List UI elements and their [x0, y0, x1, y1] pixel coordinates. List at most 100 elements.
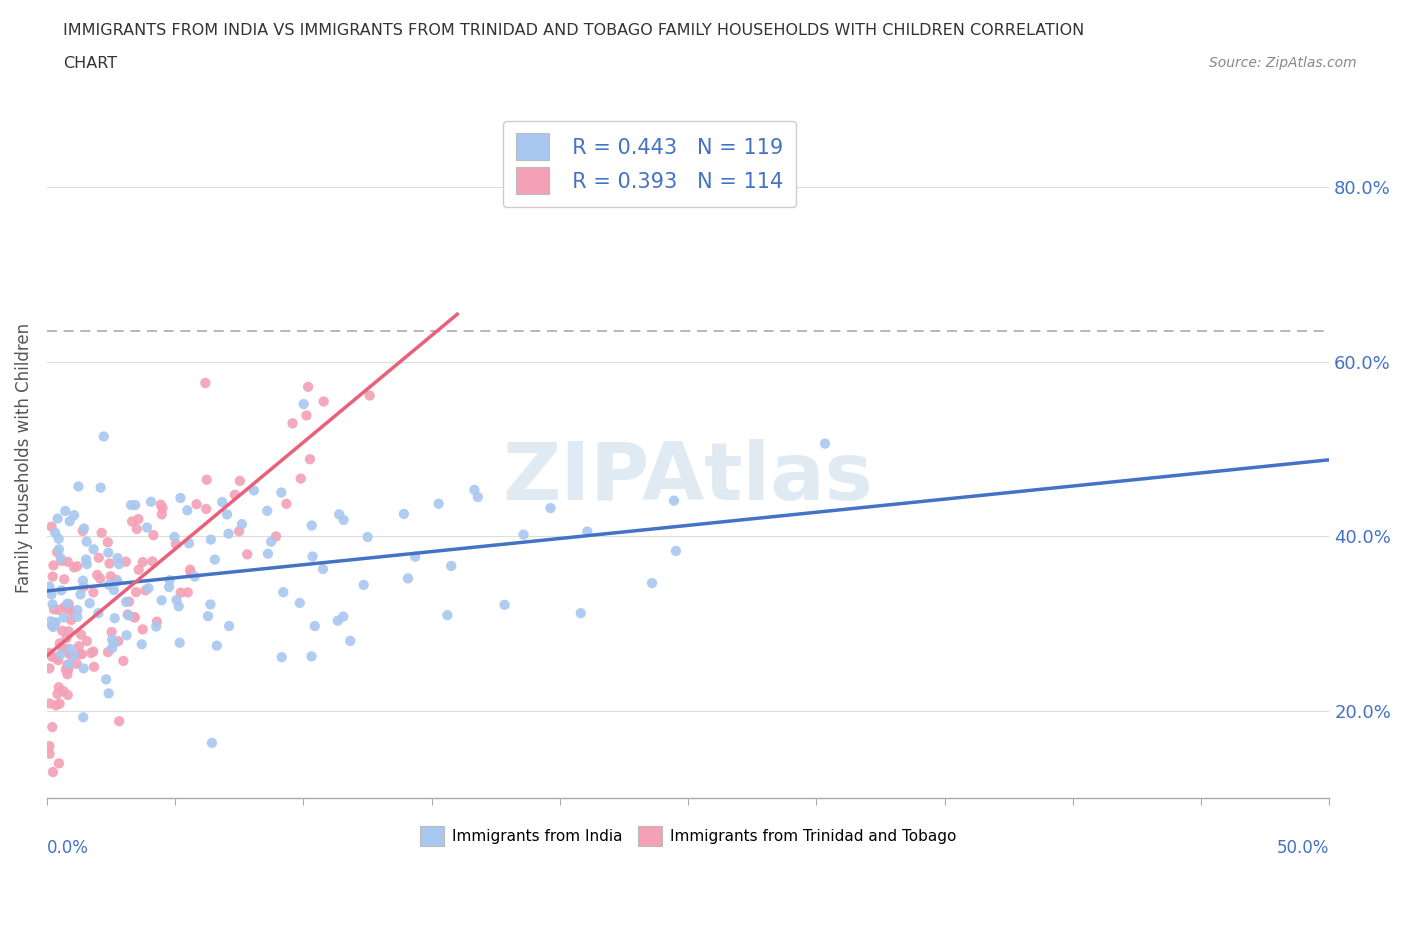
Point [139, 494, 162, 509]
Point [124, 498, 146, 512]
Point [97, 578, 120, 592]
Point [176, 503, 198, 518]
Point [86, 567, 108, 582]
Point [46, 512, 69, 526]
Point [63, 648, 86, 663]
Point [396, 571, 419, 586]
Point [58, 624, 80, 639]
Point [66, 559, 89, 574]
Point [48, 636, 70, 651]
Point [301, 518, 323, 533]
Point [69, 587, 91, 602]
Point [44, 615, 66, 630]
Point [142, 527, 165, 542]
Point [224, 487, 246, 502]
Point [128, 563, 150, 578]
Point [169, 490, 191, 505]
Point [107, 551, 129, 565]
Point [356, 529, 378, 544]
Point [72, 524, 94, 538]
Point [101, 641, 124, 656]
Point [170, 585, 193, 600]
Point [51, 583, 73, 598]
Point [72, 710, 94, 724]
Point [70, 646, 93, 661]
Point [72, 579, 94, 594]
Point [301, 649, 323, 664]
Point [94, 672, 117, 687]
Point [270, 485, 292, 500]
Point [298, 452, 321, 467]
Point [288, 595, 311, 610]
Point [55, 631, 77, 645]
Point [257, 546, 280, 561]
Point [115, 628, 138, 643]
Point [292, 397, 315, 412]
Point [138, 580, 160, 595]
Point [63, 508, 86, 523]
Point [124, 610, 146, 625]
Point [215, 507, 238, 522]
Point [494, 597, 516, 612]
Point [41, 649, 63, 664]
Point [332, 609, 354, 624]
Point [66, 609, 89, 624]
Point [72, 573, 94, 588]
Point [41, 519, 63, 534]
Point [103, 636, 125, 651]
Point [276, 497, 298, 512]
Point [270, 650, 292, 665]
Point [63, 560, 86, 575]
Point [118, 608, 141, 623]
Point [46, 545, 69, 560]
Point [146, 614, 169, 629]
Point [125, 522, 148, 537]
Point [44, 616, 66, 631]
Point [90, 525, 112, 540]
Point [118, 594, 141, 609]
Point [58, 646, 80, 661]
Point [56, 687, 79, 702]
Point [132, 554, 155, 569]
Point [120, 498, 142, 512]
Point [115, 554, 138, 569]
Point [576, 525, 599, 539]
Point [359, 388, 381, 403]
Point [256, 503, 278, 518]
Point [55, 662, 77, 677]
Point [97, 686, 120, 701]
Point [124, 610, 146, 625]
Point [103, 582, 125, 597]
Point [89, 571, 111, 586]
Text: 50.0%: 50.0% [1277, 839, 1329, 857]
Point [45, 698, 67, 713]
Point [55, 600, 77, 615]
Point [38, 746, 60, 761]
Point [163, 529, 186, 544]
Point [38, 738, 60, 753]
Point [353, 578, 375, 592]
Point [108, 557, 131, 572]
Point [512, 527, 534, 542]
Point [97, 535, 120, 550]
Text: ZIPAtlas: ZIPAtlas [503, 439, 873, 517]
Point [60, 604, 83, 618]
Point [80, 645, 103, 660]
Point [195, 472, 218, 487]
Point [38, 579, 60, 594]
Point [98, 556, 121, 571]
Point [166, 592, 188, 607]
Point [665, 543, 688, 558]
Point [73, 521, 96, 536]
Point [53, 600, 76, 615]
Point [141, 554, 163, 569]
Point [53, 572, 76, 587]
Point [295, 408, 318, 423]
Point [104, 611, 127, 626]
Point [312, 562, 335, 577]
Point [67, 479, 90, 494]
Point [48, 756, 70, 771]
Point [107, 574, 129, 589]
Point [41, 587, 63, 602]
Point [112, 654, 135, 669]
